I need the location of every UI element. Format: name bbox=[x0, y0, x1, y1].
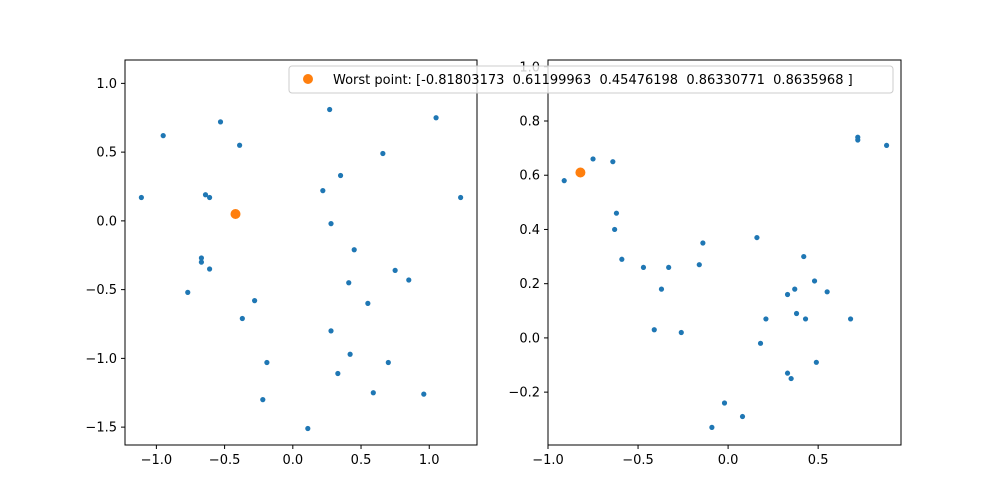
x-tick-label: 1.0 bbox=[419, 453, 440, 468]
data-point bbox=[198, 259, 205, 265]
data-point bbox=[252, 298, 258, 304]
data-point bbox=[813, 359, 819, 365]
data-point bbox=[337, 172, 344, 179]
data-point bbox=[721, 400, 728, 406]
data-point bbox=[264, 359, 270, 366]
data-point bbox=[160, 133, 166, 139]
x-tick-label: −1.0 bbox=[141, 453, 173, 468]
data-point bbox=[801, 253, 807, 260]
data-point bbox=[237, 142, 243, 148]
data-point bbox=[320, 188, 326, 194]
data-point bbox=[206, 194, 213, 201]
y-tick-label: 0.0 bbox=[519, 331, 540, 346]
y-tick-label: 0.2 bbox=[519, 277, 540, 292]
worst-point bbox=[230, 209, 241, 219]
data-point bbox=[328, 221, 334, 227]
data-point bbox=[763, 316, 769, 322]
data-point bbox=[433, 115, 439, 121]
data-point bbox=[406, 277, 412, 283]
data-point bbox=[239, 315, 245, 322]
data-point bbox=[202, 192, 209, 198]
data-point bbox=[260, 397, 266, 403]
data-point bbox=[328, 328, 334, 334]
data-point bbox=[883, 142, 890, 149]
data-point bbox=[613, 210, 620, 216]
data-point bbox=[754, 234, 760, 241]
y-tick-label: −1.5 bbox=[85, 421, 117, 436]
data-point bbox=[784, 291, 791, 298]
data-point bbox=[788, 375, 794, 382]
y-tick-label: 0.8 bbox=[519, 115, 540, 130]
y-tick-label: 0.4 bbox=[519, 223, 540, 238]
data-point bbox=[784, 370, 791, 376]
data-point bbox=[658, 286, 665, 292]
data-point bbox=[392, 267, 398, 273]
data-point bbox=[709, 424, 715, 430]
data-point bbox=[793, 310, 800, 317]
data-point bbox=[561, 178, 567, 184]
data-point bbox=[370, 390, 376, 396]
data-point bbox=[421, 391, 427, 397]
x-tick-label: 0.0 bbox=[282, 453, 303, 468]
data-point bbox=[855, 137, 861, 143]
data-point bbox=[802, 316, 809, 322]
legend: Worst point: [-0.81803173 0.61199963 0.4… bbox=[288, 65, 894, 94]
data-point bbox=[385, 359, 391, 366]
data-point bbox=[792, 286, 798, 292]
data-point bbox=[696, 262, 702, 268]
axes-frame bbox=[547, 59, 902, 446]
data-point bbox=[138, 194, 144, 201]
data-point bbox=[217, 119, 224, 125]
data-point bbox=[700, 240, 706, 246]
data-point bbox=[380, 150, 386, 157]
x-tick-label: 0.5 bbox=[351, 453, 372, 468]
y-tick-label: −0.2 bbox=[508, 386, 540, 401]
data-point bbox=[612, 226, 618, 233]
x-tick-label: −0.5 bbox=[622, 453, 654, 468]
data-point bbox=[678, 329, 684, 336]
y-tick-label: 0.5 bbox=[96, 146, 117, 161]
data-point bbox=[757, 340, 764, 346]
data-point bbox=[666, 264, 672, 271]
data-point bbox=[305, 425, 311, 432]
legend-frame bbox=[288, 65, 894, 94]
data-point bbox=[590, 156, 596, 162]
worst-point bbox=[575, 167, 586, 178]
data-point bbox=[847, 316, 854, 322]
data-point bbox=[640, 264, 647, 271]
data-point bbox=[327, 106, 333, 113]
axes-frame bbox=[124, 59, 478, 446]
legend-marker bbox=[303, 74, 313, 84]
y-tick-label: −1.0 bbox=[85, 352, 117, 367]
x-tick-label: −0.5 bbox=[209, 453, 241, 468]
data-point bbox=[619, 256, 625, 262]
x-tick-label: −1.0 bbox=[532, 453, 564, 468]
data-point bbox=[824, 289, 830, 295]
left-subplot: −1.0 −0.5 0.0 0.5 1.0 −1.5 −1.0 −0.5 0.0 0.5 1.0 bbox=[85, 59, 478, 468]
data-point bbox=[335, 370, 341, 377]
data-point bbox=[610, 159, 616, 165]
data-point bbox=[651, 327, 657, 333]
x-tick-label: 0.5 bbox=[808, 453, 829, 468]
data-point bbox=[351, 247, 357, 253]
data-point bbox=[185, 289, 191, 295]
y-tick-label: 0.0 bbox=[96, 214, 117, 229]
data-point bbox=[739, 413, 746, 420]
data-point bbox=[206, 266, 213, 272]
data-point bbox=[347, 351, 353, 357]
legend-label: Worst point: [-0.81803173 0.61199963 0.4… bbox=[333, 73, 853, 88]
y-tick-label: −0.5 bbox=[85, 283, 117, 298]
data-point bbox=[346, 280, 352, 286]
y-tick-label: 1.0 bbox=[96, 77, 117, 92]
data-point bbox=[198, 255, 205, 261]
data-point bbox=[811, 278, 818, 284]
data-point bbox=[458, 194, 464, 201]
data-point bbox=[365, 300, 371, 306]
x-tick-label: 0.0 bbox=[718, 453, 739, 468]
y-tick-label: 0.6 bbox=[519, 169, 540, 184]
